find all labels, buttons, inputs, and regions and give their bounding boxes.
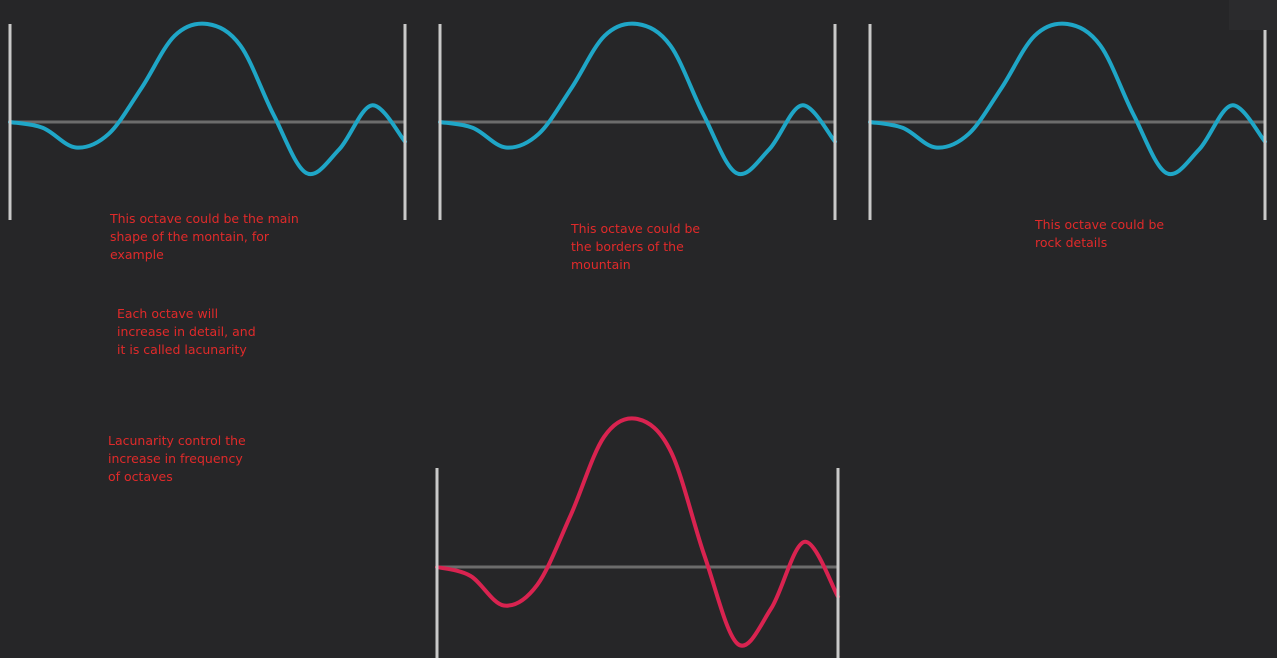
panel-octave-2: [438, 21, 837, 220]
panels-layer: [8, 21, 1267, 658]
waveform-curve: [868, 21, 1267, 177]
waveform-curve: [8, 21, 407, 177]
note-lacunarity: Lacunarity control the increase in frequ…: [108, 433, 246, 484]
panel-octave-3: [868, 21, 1267, 220]
panel-octave-1: [8, 21, 407, 220]
waveform-curve: [438, 21, 837, 177]
note-main-shape: This octave could be the main shape of t…: [110, 211, 299, 262]
note-rock-details: This octave could be rock details: [1035, 217, 1165, 250]
corner-shade: [1229, 0, 1277, 30]
waveform-curve: [435, 416, 840, 648]
panel-combined: [435, 416, 840, 658]
note-borders: This octave could be the borders of the …: [571, 221, 701, 272]
note-octave-detail: Each octave will increase in detail, and…: [117, 306, 256, 357]
